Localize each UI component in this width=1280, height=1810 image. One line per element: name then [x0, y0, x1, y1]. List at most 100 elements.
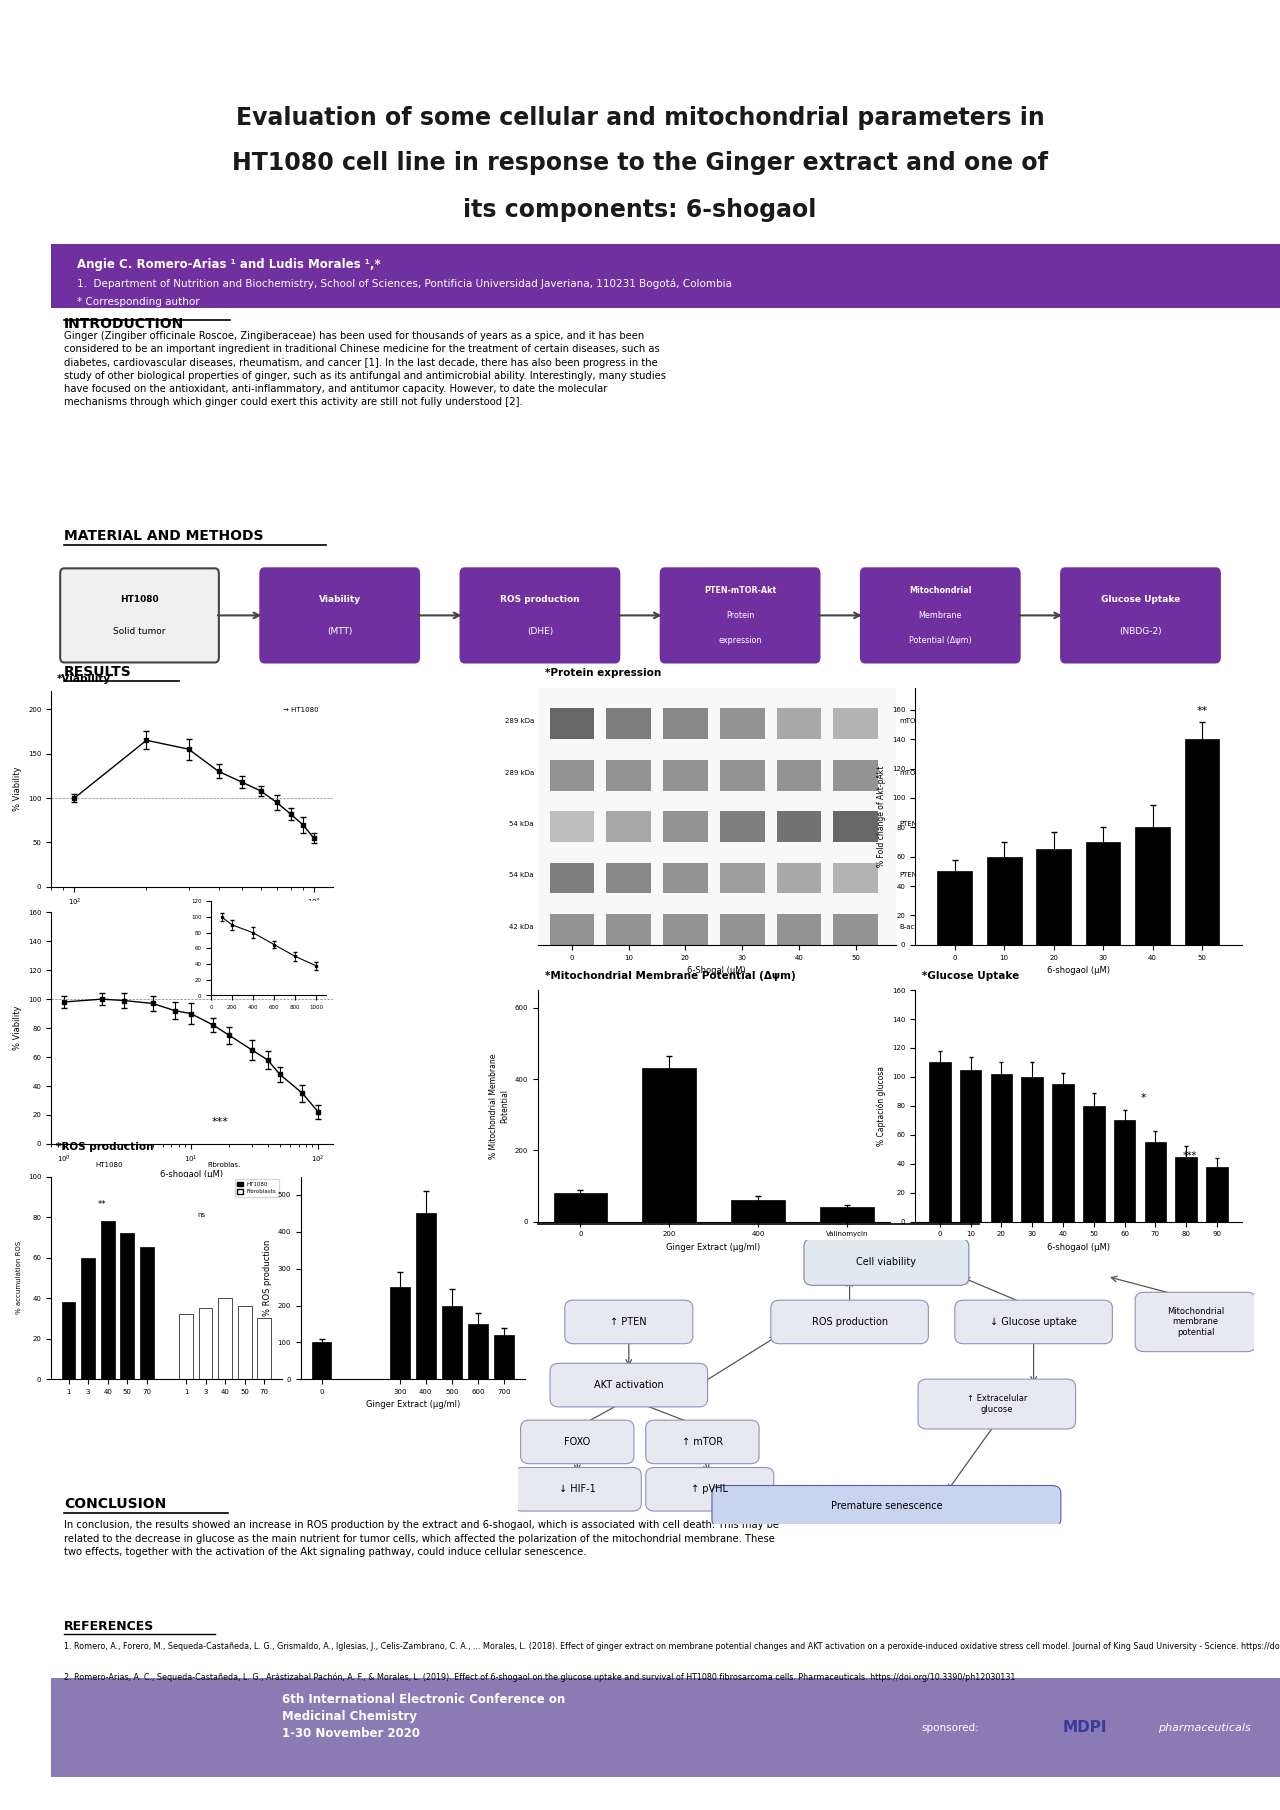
Text: Fibroblas.: Fibroblas. — [207, 1162, 241, 1169]
FancyBboxPatch shape — [1061, 568, 1220, 662]
Text: Protein: Protein — [726, 612, 754, 619]
X-axis label: Ginger Extract (μg/ml): Ginger Extract (μg/ml) — [667, 1243, 760, 1253]
Text: Solid tumor: Solid tumor — [113, 628, 166, 635]
Text: FOXO: FOXO — [564, 1437, 590, 1446]
Bar — [777, 708, 822, 738]
Text: RESULTS: RESULTS — [64, 664, 132, 679]
Text: (MTT): (MTT) — [326, 628, 352, 635]
Text: 1. Romero, A., Forero, M., Sequeda-Castañeda, L. G., Grismaldo, A., Iglesias, J.: 1. Romero, A., Forero, M., Sequeda-Casta… — [64, 1642, 1280, 1651]
Text: MDPI: MDPI — [1062, 1720, 1107, 1736]
Y-axis label: % ROS production: % ROS production — [262, 1240, 273, 1316]
Legend: HT1080, Fibroblasts: HT1080, Fibroblasts — [234, 1180, 279, 1196]
Text: ↓ HIF-1: ↓ HIF-1 — [559, 1484, 595, 1495]
Bar — [820, 1207, 874, 1222]
Text: ROS production: ROS production — [812, 1318, 887, 1327]
X-axis label: 6-shogaol (μM): 6-shogaol (μM) — [1047, 967, 1110, 976]
Text: HT1080: HT1080 — [95, 1162, 123, 1169]
Bar — [61, 1301, 76, 1379]
Text: → HT1080: → HT1080 — [283, 708, 319, 713]
Text: (DHE): (DHE) — [527, 628, 553, 635]
FancyBboxPatch shape — [645, 1421, 759, 1464]
Bar — [663, 863, 708, 894]
X-axis label: Ginger Extract (μg/ml): Ginger Extract (μg/ml) — [145, 914, 239, 923]
Text: Mitochondrial: Mitochondrial — [909, 586, 972, 594]
Text: PTEN-p: PTEN-p — [900, 822, 924, 827]
Bar — [1135, 827, 1170, 945]
FancyBboxPatch shape — [260, 568, 419, 662]
Bar — [663, 760, 708, 791]
Text: * Corresponding author: * Corresponding author — [77, 297, 200, 308]
Bar — [1083, 1106, 1105, 1222]
Bar — [1175, 1157, 1197, 1222]
Text: 2. Romero-Arias, A. C., Sequeda-Castañeda, L. G., Arástizabal Pachón, A. F., & M: 2. Romero-Arias, A. C., Sequeda-Castañed… — [64, 1672, 1015, 1681]
Bar — [777, 914, 822, 945]
FancyBboxPatch shape — [660, 568, 819, 662]
Text: sponsored:: sponsored: — [922, 1723, 979, 1732]
Text: ↑ pVHL: ↑ pVHL — [691, 1484, 728, 1495]
Text: **: ** — [1197, 706, 1208, 715]
Bar — [607, 760, 652, 791]
Text: ***: *** — [1183, 1151, 1197, 1162]
Text: PTEN: PTEN — [900, 872, 918, 878]
Bar — [719, 914, 764, 945]
Text: ↑ Extracelular
glucose: ↑ Extracelular glucose — [966, 1394, 1027, 1414]
Text: REFERENCES: REFERENCES — [64, 1620, 155, 1633]
FancyBboxPatch shape — [861, 568, 1020, 662]
Text: 289 kDa: 289 kDa — [504, 769, 534, 776]
Text: Cell viability: Cell viability — [856, 1256, 916, 1267]
Bar — [1206, 1167, 1228, 1222]
Text: *Mitochondrial Membrane Potential (Δψm): *Mitochondrial Membrane Potential (Δψm) — [545, 970, 795, 981]
Bar — [1185, 738, 1220, 945]
Text: AKT activation: AKT activation — [594, 1379, 663, 1390]
FancyBboxPatch shape — [550, 1363, 708, 1406]
Bar — [663, 708, 708, 738]
Bar — [833, 708, 878, 738]
Bar — [549, 863, 594, 894]
Text: PROPOSED MECHANISM OF ACTION: PROPOSED MECHANISM OF ACTION — [538, 1209, 786, 1222]
Bar — [1021, 1077, 1043, 1222]
Y-axis label: % accumulation ROS: % accumulation ROS — [17, 1242, 23, 1314]
Y-axis label: % Mitochondrial Membrane
Potential: % Mitochondrial Membrane Potential — [489, 1053, 509, 1158]
Text: expression: expression — [718, 637, 762, 644]
FancyBboxPatch shape — [645, 1468, 774, 1511]
Bar — [643, 1068, 696, 1222]
Bar — [937, 871, 972, 945]
X-axis label: 6-shogaol (μM): 6-shogaol (μM) — [1047, 1243, 1110, 1253]
FancyBboxPatch shape — [1135, 1292, 1256, 1352]
Text: Mitochondrial
membrane
potential: Mitochondrial membrane potential — [1167, 1307, 1224, 1338]
Text: 6th International Electronic Conference on
Medicinal Chemistry
1-30 November 202: 6th International Electronic Conference … — [282, 1694, 564, 1739]
Bar — [1085, 842, 1120, 945]
Text: Angie C. Romero-Arias ¹ and Ludis Morales ¹,*: Angie C. Romero-Arias ¹ and Ludis Morale… — [77, 257, 380, 272]
Bar — [719, 708, 764, 738]
Bar — [0, 0, 1280, 81]
FancyBboxPatch shape — [955, 1300, 1112, 1343]
Bar — [51, 244, 1280, 308]
Bar — [833, 760, 878, 791]
Bar — [257, 1318, 271, 1379]
Bar — [81, 1258, 95, 1379]
Bar — [549, 708, 594, 738]
X-axis label: Ginger Extract (μg/ml): Ginger Extract (μg/ml) — [366, 1401, 460, 1410]
Text: Viability: Viability — [319, 595, 361, 603]
Bar — [1052, 1084, 1074, 1222]
Bar — [719, 811, 764, 842]
Bar — [51, 1678, 1280, 1777]
Text: **: ** — [97, 1200, 106, 1209]
Text: CONCLUSION: CONCLUSION — [64, 1497, 166, 1511]
Y-axis label: % Captación glucosa: % Captación glucosa — [877, 1066, 887, 1146]
Text: MATERIAL AND METHODS: MATERIAL AND METHODS — [64, 529, 264, 543]
Text: ↑ PTEN: ↑ PTEN — [611, 1318, 648, 1327]
Bar — [1114, 1120, 1135, 1222]
Bar — [1037, 849, 1071, 945]
FancyBboxPatch shape — [771, 1300, 928, 1343]
Bar — [607, 811, 652, 842]
Bar — [833, 863, 878, 894]
Text: 1.  Department of Nutrition and Biochemistry, School of Sciences, Pontificia Uni: 1. Department of Nutrition and Biochemis… — [77, 279, 732, 290]
Text: its components: 6-shogaol: its components: 6-shogaol — [463, 197, 817, 223]
Text: 54 kDa: 54 kDa — [509, 822, 534, 827]
FancyBboxPatch shape — [918, 1379, 1075, 1428]
Text: mTOR: mTOR — [900, 769, 920, 776]
Text: B-actina: B-actina — [900, 923, 928, 930]
Text: Premature senescence: Premature senescence — [831, 1500, 942, 1511]
Text: HT1080: HT1080 — [120, 595, 159, 603]
